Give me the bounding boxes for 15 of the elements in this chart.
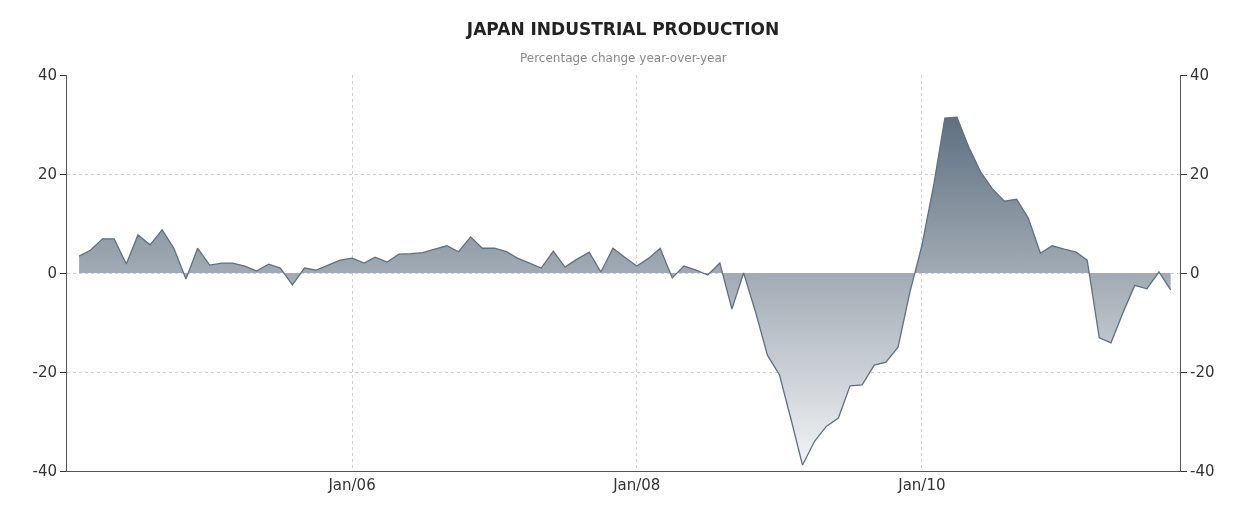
y2-tick-label: 0 [1190,264,1200,283]
chart-subtitle: Percentage change year-over-year [520,51,727,65]
y-tick-label: -20 [32,363,57,382]
y-tick-label: 20 [37,165,57,184]
y2-tick-label: -40 [1190,462,1215,481]
x-tick-label: Jan/06 [327,476,376,494]
x-tick-label: Jan/08 [612,476,661,494]
x-tick-label: Jan/10 [897,476,946,494]
y-tick-label: -40 [32,462,57,481]
y2-tick-label: -20 [1190,363,1215,382]
y-tick-label: 0 [47,264,57,283]
y2-tick-label: 40 [1190,66,1210,85]
y2-tick-label: 20 [1190,165,1210,184]
y-tick-label: 40 [37,66,57,85]
chart-title: JAPAN INDUSTRIAL PRODUCTION [465,18,780,39]
